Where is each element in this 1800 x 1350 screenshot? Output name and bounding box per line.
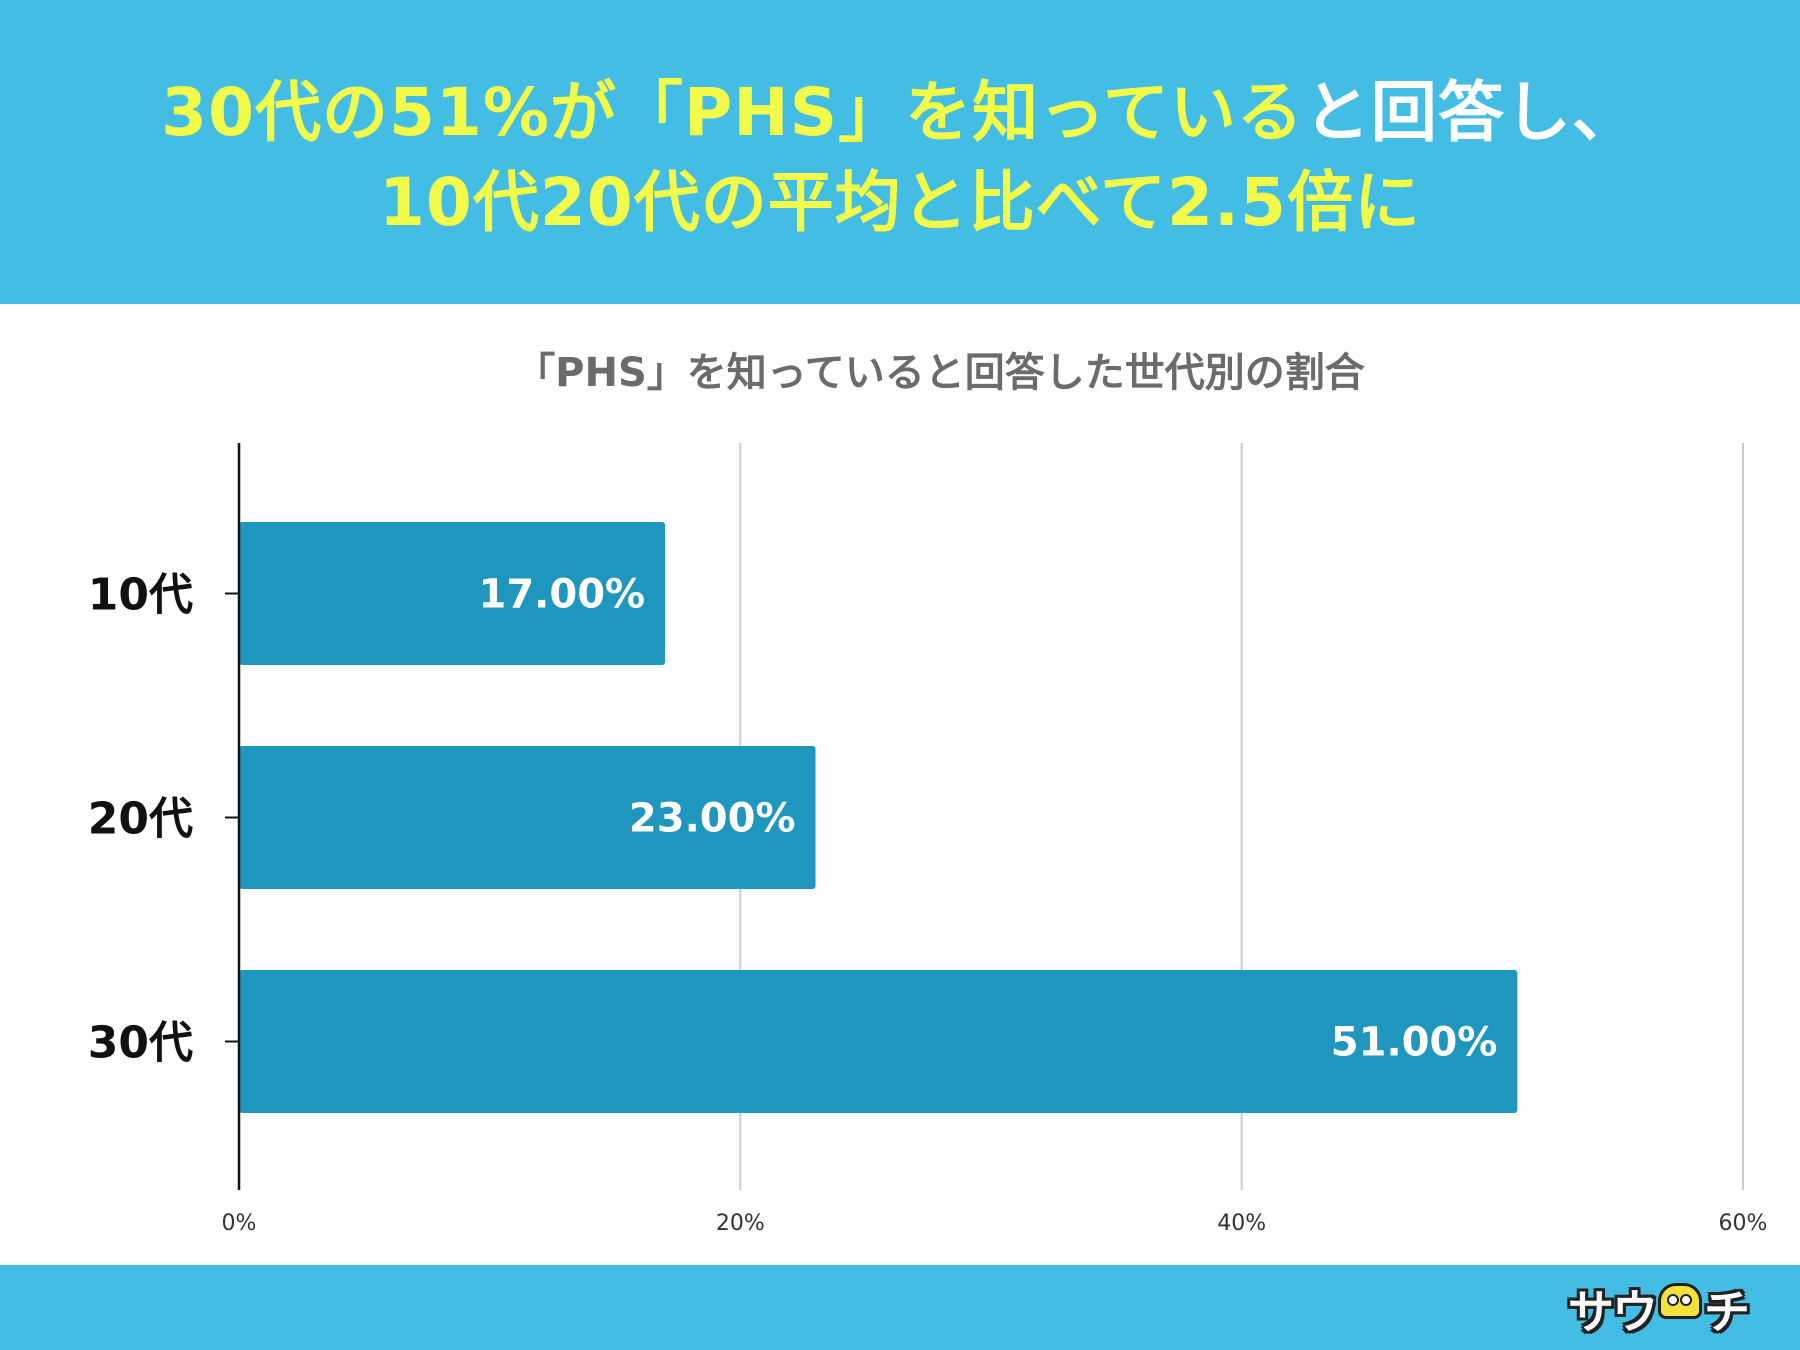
chart-title: 「PHS」を知っていると回答した世代別の割合 <box>515 350 1365 396</box>
logo-text-start: サウ <box>1568 1285 1658 1339</box>
category-label-2: 30代 <box>88 1018 193 1069</box>
logo-text-end: チ <box>1704 1285 1750 1339</box>
bar-chart: 0% 20% 40% 60% 10代 17.00% 20代 23.00% 30代 51.00% <box>88 443 1768 1236</box>
headline-line-1: 30代の51%が「PHS」を知っていると回答し、 <box>0 68 1800 158</box>
data-label-1: 23.00% <box>629 796 796 842</box>
x-tick-label-1: 20% <box>716 1211 765 1236</box>
x-tick-label-0: 0% <box>222 1211 257 1236</box>
bar-0 <box>239 522 666 665</box>
category-label-1: 20代 <box>88 794 193 845</box>
brand-logo: サウチ <box>1568 1280 1750 1339</box>
data-label-2: 51.00% <box>1331 1020 1498 1066</box>
headline-line-1-highlight: 30代の51%が「PHS」を知っている <box>161 74 1304 151</box>
bar-2 <box>239 970 1518 1113</box>
x-tick-label-3: 60% <box>1719 1211 1768 1236</box>
headline-line-1-rest: と回答し、 <box>1303 74 1639 151</box>
category-label-0: 10代 <box>88 570 193 621</box>
mascot-icon <box>1658 1283 1702 1319</box>
x-tick-label-2: 40% <box>1217 1211 1266 1236</box>
data-label-0: 17.00% <box>479 572 646 618</box>
footer-banner <box>0 1265 1800 1350</box>
headline-line-2: 10代20代の平均と比べて2.5倍に <box>379 164 1421 241</box>
bar-1 <box>239 746 816 889</box>
header-banner <box>0 0 1800 304</box>
